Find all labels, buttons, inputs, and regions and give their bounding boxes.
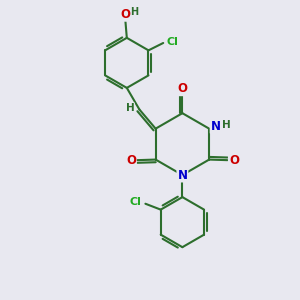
Text: O: O xyxy=(126,154,136,167)
Text: H: H xyxy=(222,120,231,130)
Text: N: N xyxy=(211,120,220,133)
Text: Cl: Cl xyxy=(130,197,142,207)
Text: O: O xyxy=(177,82,188,95)
Text: O: O xyxy=(120,8,130,21)
Text: Cl: Cl xyxy=(166,37,178,46)
Text: H: H xyxy=(130,7,138,17)
Text: O: O xyxy=(229,154,239,167)
Text: H: H xyxy=(126,103,134,113)
Text: N: N xyxy=(177,169,188,182)
